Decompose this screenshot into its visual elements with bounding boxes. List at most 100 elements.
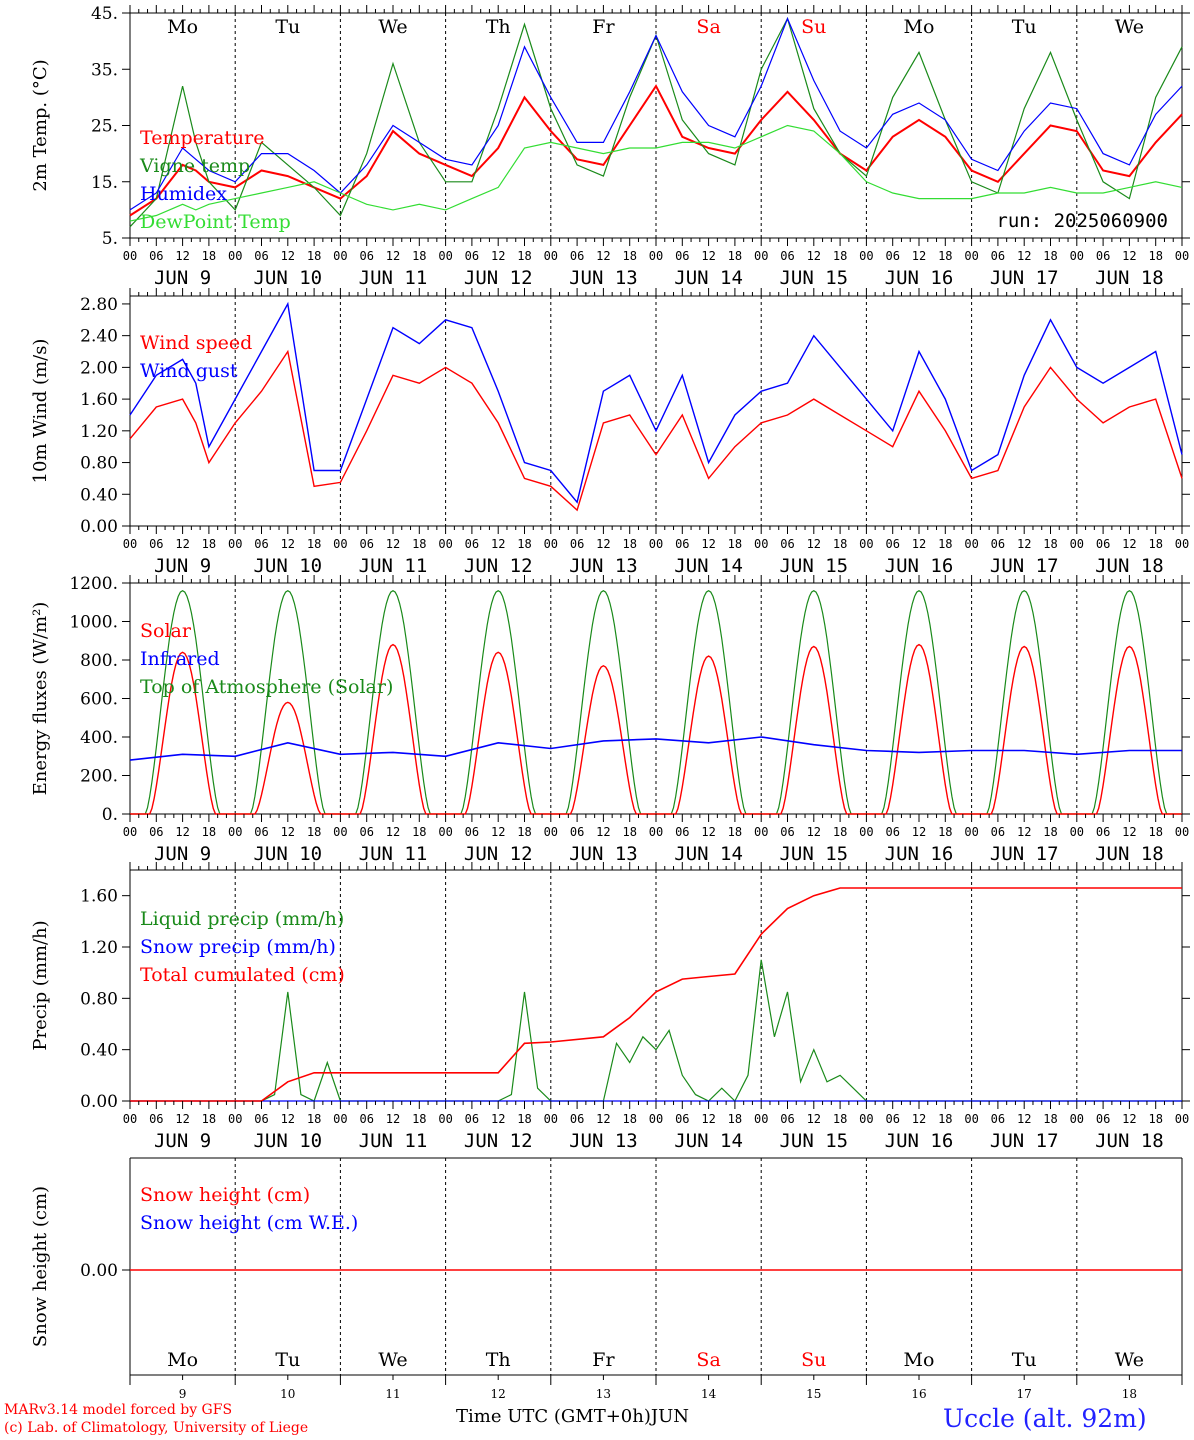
hour-tick-label: 12 xyxy=(386,249,400,263)
y-tick-label: 1200. xyxy=(69,574,118,594)
y-tick-label: 2.00 xyxy=(80,358,118,378)
hour-tick-label: 12 xyxy=(912,1112,926,1126)
date-label: JUN 17 xyxy=(990,1130,1059,1152)
date-label: JUN 18 xyxy=(1095,1130,1164,1152)
hour-tick-label: 18 xyxy=(1043,537,1057,551)
hour-tick-label: 06 xyxy=(885,537,899,551)
date-label: JUN 15 xyxy=(779,843,848,865)
date-label: JUN 14 xyxy=(674,267,743,289)
date-label: JUN 9 xyxy=(154,267,211,289)
legend-top-of-atmosphere-solar-: Top of Atmosphere (Solar) xyxy=(140,676,393,698)
hour-tick-label: 12 xyxy=(1017,1112,1031,1126)
hour-tick-label: 06 xyxy=(1096,249,1110,263)
day-number-label: 9 xyxy=(179,1387,187,1401)
date-label: JUN 16 xyxy=(885,267,954,289)
y-tick-label: 1.20 xyxy=(80,938,118,958)
hour-tick-label: 12 xyxy=(701,537,715,551)
date-label: JUN 17 xyxy=(990,555,1059,577)
series-humidex xyxy=(129,17,1183,211)
hour-tick-label: 12 xyxy=(596,1112,610,1126)
hour-tick-label: 12 xyxy=(281,537,295,551)
day-number-label: 10 xyxy=(280,1387,295,1401)
y-axis-label: 10m Wind (m/s) xyxy=(30,339,51,484)
hour-tick-label: 06 xyxy=(885,249,899,263)
hour-tick-label: 00 xyxy=(649,249,663,263)
hour-tick-label: 00 xyxy=(228,537,242,551)
y-tick-label: 25. xyxy=(91,117,118,137)
hour-tick-label: 18 xyxy=(938,825,952,839)
series-dewpoint-temp xyxy=(129,124,1183,222)
x-axis-2: 00 06 12 18 JUN 9 00 06 12 18 JUN 10 00 06 12 18 JUN 1… xyxy=(123,288,1189,577)
hour-tick-label: 18 xyxy=(202,249,216,263)
y-tick-label: 1.60 xyxy=(80,390,118,410)
hour-tick-label: 18 xyxy=(622,249,636,263)
hour-tick-label: 18 xyxy=(833,825,847,839)
date-label: JUN 9 xyxy=(154,555,211,577)
hour-tick-label: 00 xyxy=(649,1112,663,1126)
hour-tick-label: 00 xyxy=(859,537,873,551)
date-label: JUN 18 xyxy=(1095,555,1164,577)
hour-tick-label: 06 xyxy=(675,249,689,263)
date-label: JUN 12 xyxy=(464,555,533,577)
date-label: JUN 10 xyxy=(253,1130,322,1152)
hour-tick-label: 06 xyxy=(991,249,1005,263)
hour-tick-label: 18 xyxy=(307,537,321,551)
legend-solar: Solar xyxy=(140,620,192,642)
hour-tick-label: 00 xyxy=(754,825,768,839)
hour-tick-label: 06 xyxy=(149,249,163,263)
date-label: JUN 10 xyxy=(253,843,322,865)
weekday-label: We xyxy=(1115,16,1144,38)
hour-tick-label: 00 xyxy=(438,1112,452,1126)
hour-tick-label: 00 xyxy=(649,825,663,839)
hour-tick-label: 12 xyxy=(1017,249,1031,263)
hour-tick-label: 18 xyxy=(622,1112,636,1126)
date-label: JUN 17 xyxy=(990,267,1059,289)
hour-tick-label: 06 xyxy=(570,1112,584,1126)
hour-tick-label: 12 xyxy=(596,537,610,551)
hour-tick-label: 06 xyxy=(1096,825,1110,839)
hour-tick-label: 18 xyxy=(1148,825,1162,839)
hour-tick-label: 12 xyxy=(807,537,821,551)
date-label: JUN 13 xyxy=(569,267,638,289)
date-label: JUN 11 xyxy=(359,1130,428,1152)
day-number-label: 14 xyxy=(701,1387,717,1401)
date-label: JUN 10 xyxy=(253,555,322,577)
legend-snow-height-cm-: Snow height (cm) xyxy=(140,1184,310,1206)
hour-tick-label: 12 xyxy=(281,1112,295,1126)
hour-tick-label: 18 xyxy=(202,825,216,839)
hour-tick-label: 06 xyxy=(254,1112,268,1126)
legend-wind-gust: Wind gust xyxy=(140,360,238,382)
y-tick-label: 0.40 xyxy=(80,1041,118,1061)
hour-tick-label: 06 xyxy=(254,249,268,263)
hour-tick-label: 06 xyxy=(570,249,584,263)
hour-tick-label: 12 xyxy=(491,537,505,551)
hour-tick-label: 00 xyxy=(754,537,768,551)
series-wind-gust xyxy=(129,301,1183,504)
hour-tick-label: 00 xyxy=(859,249,873,263)
hour-tick-label: 06 xyxy=(359,537,373,551)
legend-total-cumulated-cm-: Total cumulated (cm) xyxy=(140,964,345,986)
hour-tick-label: 18 xyxy=(622,537,636,551)
date-label: JUN 12 xyxy=(464,1130,533,1152)
hour-tick-label: 00 xyxy=(964,1112,978,1126)
hour-tick-label: 06 xyxy=(1096,537,1110,551)
hour-tick-label: 18 xyxy=(1043,249,1057,263)
date-label: JUN 15 xyxy=(779,267,848,289)
hour-tick-label: 06 xyxy=(359,249,373,263)
hour-tick-label: 12 xyxy=(912,249,926,263)
date-label: JUN 16 xyxy=(885,843,954,865)
y-tick-label: 0.40 xyxy=(80,485,118,505)
legend-temperature: Temperature xyxy=(140,127,264,149)
weekday-label-bottom: Mo xyxy=(167,1349,198,1371)
legend-vigne-temp: Vigne temp xyxy=(139,155,250,177)
hour-tick-label: 18 xyxy=(622,825,636,839)
hour-tick-label: 18 xyxy=(307,249,321,263)
hour-tick-label: 00 xyxy=(754,249,768,263)
y-tick-label: 600. xyxy=(80,690,118,710)
weekday-label: Fr xyxy=(592,16,615,38)
month-label: JUN xyxy=(650,1406,690,1427)
hour-tick-label: 00 xyxy=(649,537,663,551)
hour-tick-label: 12 xyxy=(1122,537,1136,551)
hour-tick-label: 18 xyxy=(517,825,531,839)
